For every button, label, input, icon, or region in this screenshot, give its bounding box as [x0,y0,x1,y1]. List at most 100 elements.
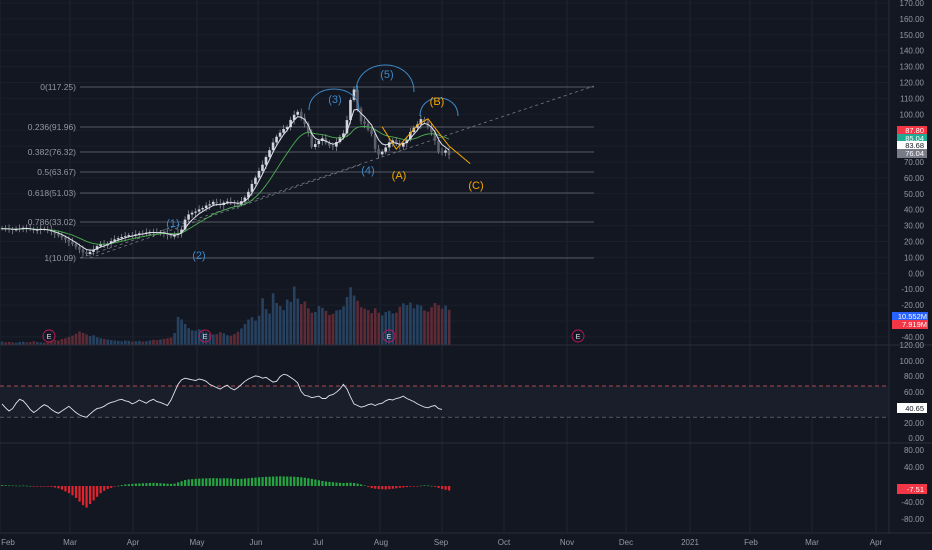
macd-bar-124 [437,486,440,488]
candle-body-118 [416,124,419,128]
macd-bar-109 [384,486,387,490]
macd-bar-58 [205,478,208,486]
macd-bar-108 [381,486,384,490]
time-label-13: Mar [805,538,819,547]
macd-bar-17 [60,486,64,490]
price-marker-bg-0 [897,126,927,135]
macd-bar-1 [4,485,7,486]
pane-dividers[interactable] [0,0,932,534]
volume-bar-17 [60,339,64,345]
volume-bar-82 [289,301,293,345]
time-axis[interactable]: Feb Mar Apr May Jun Jul Aug Sep Oct Nov Dec 2021 Feb… [1,538,882,547]
time-label-14: Apr [870,538,883,547]
macd-bar-31 [110,486,113,488]
macd-bar-13 [46,486,49,487]
macd-tick-1: 40.00 [904,463,925,472]
macd-bar-111 [391,486,394,489]
volume-bar-20 [71,335,74,345]
ma-slow-line [2,126,450,245]
volume-bar-1 [4,342,7,345]
fibonacci-retracement[interactable]: 0(117.25) 0.236(91.96) 0.382(76.32) 0.5(63.… [28,82,595,263]
volume-bar-70 [247,319,250,345]
price-tick-11: 60.00 [904,174,925,183]
volume-bar-15 [53,340,57,345]
candle-body-78 [275,136,278,143]
rsi-line [1,373,443,418]
candle-body-123 [433,132,437,141]
volume-bar-102 [359,307,363,345]
candle-body-10 [35,229,39,231]
macd-bar-110 [388,486,391,490]
volume-bar-107 [377,312,381,345]
volume-bar-122 [430,307,433,345]
volume-bar-71 [250,317,254,345]
candle-body-17 [60,235,64,238]
candle-body-18 [64,237,67,240]
volume-bar-8 [28,342,32,345]
macd-bar-15 [53,486,56,488]
volume-bar-29 [102,339,106,345]
macd-bar-30 [106,486,109,489]
time-label-0: Feb [1,538,15,547]
price-marker-label-1: 85.04 [905,134,924,143]
price-tick-18: -10.00 [901,285,924,294]
volume-bar-44 [155,340,159,345]
macd-bar-101 [356,483,359,486]
candle-body-73 [257,170,261,178]
volume-bar-57 [201,331,205,345]
trendline-upper [79,85,595,259]
macd-bar-123 [433,486,437,487]
volume-bar-112 [395,312,398,345]
volume-bar-25 [88,336,92,345]
volume-bar-13 [46,341,50,345]
volume-bar-104 [366,310,370,345]
volume-bar-72 [254,320,257,345]
macd-bar-53 [187,479,190,486]
macd-bar-44 [155,483,159,486]
volume-bar-33 [116,340,120,345]
macd-bar-126 [444,486,447,490]
wave-label-2: (2) [192,250,205,262]
macd-bar-51 [180,481,183,486]
macd-tick-2: -40.00 [901,498,924,507]
price-marker-label-2: 83.68 [905,141,924,150]
candle-body-37 [130,235,134,236]
time-label-3: May [189,538,204,547]
candle-body-53 [187,214,190,220]
candle-body-24 [85,252,88,254]
macd-bar-81 [286,476,289,486]
volume-bar-73 [257,315,261,345]
volume-bar-106 [373,308,377,345]
rsi-pane [0,373,888,418]
candle-body-109 [384,147,387,152]
macd-bar-39 [138,483,141,486]
volume-bar-97 [342,306,345,345]
price-axis[interactable]: 170.00 160.00 150.00 140.00 130.00 120.00 110.… [892,0,928,524]
candle-body-64 [225,201,229,203]
macd-histogram-pane [1,476,451,508]
volume-bar-3 [11,342,14,345]
macd-bar-57 [201,478,204,486]
candle-body-77 [271,142,275,151]
macd-bar-41 [145,483,148,486]
macd-bar-54 [191,479,194,486]
volume-bar-75 [264,309,268,345]
candle-body-54 [190,212,194,215]
wave-5-arc [355,64,415,93]
macd-bar-50 [177,482,180,486]
macd-bar-121 [426,485,430,487]
volume-bar-88 [310,312,314,345]
time-label-7: Sep [434,538,449,547]
candle-body-70 [247,191,250,198]
volume-bar-90 [317,306,321,345]
macd-bar-68 [240,478,243,486]
earnings-marker-3 [571,329,585,343]
candle-body-83 [292,114,296,120]
candle-body-67 [236,203,240,205]
wave-label-4: (4) [361,165,374,177]
candle-body-55 [194,211,197,213]
elliott-wave-annotations[interactable]: (1) (2) (3) (4) (5) (A) (B) (C) [166,64,484,262]
macd-bar-112 [395,486,398,489]
